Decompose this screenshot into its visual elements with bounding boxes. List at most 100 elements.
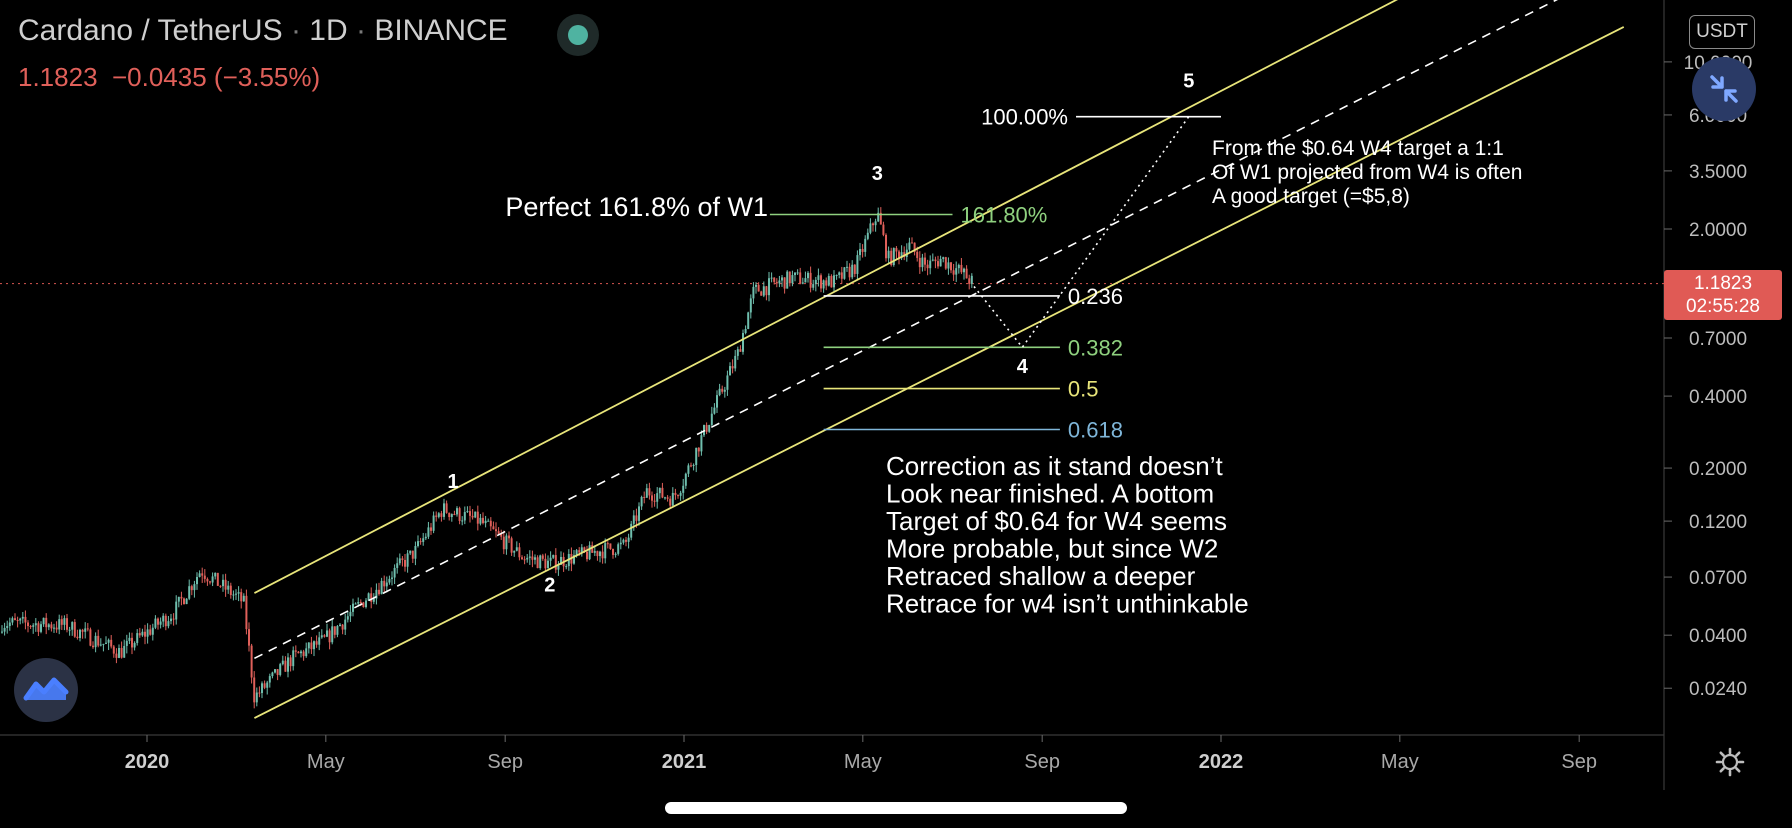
candle-body bbox=[120, 647, 123, 658]
candle-body bbox=[105, 642, 108, 644]
candle-body bbox=[401, 558, 404, 560]
candle-body bbox=[372, 598, 375, 602]
candle-body bbox=[34, 623, 37, 626]
collapse-button[interactable] bbox=[1692, 57, 1756, 121]
candle-body bbox=[138, 633, 141, 636]
candle-body bbox=[458, 508, 461, 521]
candle-body bbox=[726, 375, 729, 390]
candle-body bbox=[170, 618, 173, 622]
candle-body bbox=[339, 624, 342, 627]
tradingview-logo-button[interactable] bbox=[14, 658, 78, 722]
candle-body bbox=[838, 272, 841, 275]
candle-body bbox=[661, 487, 664, 498]
candle-body bbox=[593, 551, 596, 553]
candle-body bbox=[586, 551, 589, 560]
candle-body bbox=[846, 266, 849, 268]
candle-body bbox=[573, 555, 576, 564]
candle-body bbox=[97, 635, 100, 646]
correction-annotation-line: Correction as it stand doesn’t bbox=[886, 451, 1224, 481]
candle-body bbox=[599, 551, 602, 557]
candle-body bbox=[63, 618, 66, 625]
candle-body bbox=[383, 580, 386, 587]
time-axis: 2020 May Sep 2021 May Sep 2022 May Sep bbox=[125, 735, 1597, 773]
candle-body bbox=[133, 642, 136, 648]
candle-body bbox=[900, 252, 903, 259]
candle-body bbox=[770, 277, 773, 279]
candle-body bbox=[266, 682, 269, 688]
collapse-icon bbox=[1710, 75, 1738, 103]
candle-body bbox=[193, 584, 196, 591]
candle-body bbox=[375, 589, 378, 599]
candle-body bbox=[86, 628, 89, 630]
candle-body bbox=[40, 624, 43, 632]
candle-body bbox=[890, 250, 893, 265]
candle-body bbox=[864, 238, 867, 252]
candle-body bbox=[320, 635, 323, 638]
candle-body bbox=[310, 642, 313, 650]
fib-level-label: 0.382 bbox=[1068, 335, 1123, 360]
candle-body bbox=[125, 640, 128, 646]
time-tick-label: Sep bbox=[1561, 751, 1597, 773]
candle-body bbox=[926, 264, 929, 269]
axis-lines bbox=[0, 0, 1665, 790]
candle-body bbox=[515, 547, 518, 551]
candle-body bbox=[898, 251, 901, 259]
candle-body bbox=[612, 548, 615, 555]
candle-body bbox=[448, 512, 451, 518]
candle-body bbox=[229, 585, 232, 596]
candle-body bbox=[523, 559, 526, 561]
candle-body bbox=[578, 550, 581, 553]
candle-body bbox=[843, 267, 846, 279]
price-tick-label: 0.7000 bbox=[1689, 329, 1747, 350]
candle-body bbox=[708, 424, 711, 432]
candle-body bbox=[825, 280, 828, 286]
home-indicator[interactable] bbox=[665, 802, 1127, 814]
candle-body bbox=[437, 513, 440, 517]
time-tick-label: Sep bbox=[1024, 751, 1060, 773]
time-tick-label: May bbox=[307, 751, 345, 773]
currency-button[interactable]: USDT bbox=[1689, 15, 1755, 49]
candle-body bbox=[765, 286, 768, 296]
candle-body bbox=[222, 579, 225, 587]
candle-body bbox=[729, 366, 732, 376]
candle-body bbox=[206, 578, 209, 582]
candle-body bbox=[131, 637, 134, 648]
candle-body bbox=[188, 586, 191, 599]
candle-body bbox=[227, 585, 230, 590]
candle-body bbox=[848, 266, 851, 278]
candle-body bbox=[367, 593, 370, 601]
candle-body bbox=[180, 596, 183, 599]
drawing-overlays bbox=[253, 0, 1625, 719]
candle-body bbox=[232, 594, 235, 596]
candle-body bbox=[190, 586, 193, 591]
tradingview-icon bbox=[23, 677, 69, 701]
time-tick-label: 2020 bbox=[125, 751, 170, 773]
candle-body bbox=[300, 651, 303, 654]
settings-gear-icon[interactable] bbox=[1714, 746, 1746, 778]
candle-body bbox=[185, 598, 188, 605]
target-annotation-line: From the $0.64 W4 target a 1:1 bbox=[1212, 137, 1504, 160]
price-tag-countdown: 02:55:28 bbox=[1686, 296, 1760, 317]
candle-body bbox=[695, 447, 698, 466]
candle-body bbox=[690, 465, 693, 467]
candle-body bbox=[950, 262, 953, 271]
candle-body bbox=[89, 629, 92, 646]
candle-body bbox=[263, 683, 266, 688]
candle-body bbox=[84, 628, 87, 632]
symbol-header[interactable]: Cardano / TetherUS · 1D · BINANCE bbox=[18, 14, 508, 48]
last-price: 1.1823 bbox=[18, 62, 98, 92]
price-change: −0.0435 (−3.55%) bbox=[111, 62, 321, 92]
candle-body bbox=[42, 617, 45, 625]
price-tick-label: 2.0000 bbox=[1689, 220, 1747, 241]
candle-body bbox=[895, 248, 898, 252]
candle-body bbox=[851, 264, 854, 278]
candle-body bbox=[635, 515, 638, 521]
candle-body bbox=[19, 618, 22, 621]
candle-body bbox=[136, 633, 139, 643]
price-tick-label: 3.5000 bbox=[1689, 162, 1747, 183]
candle-body bbox=[323, 635, 326, 637]
candle-body bbox=[931, 259, 934, 261]
candle-body bbox=[684, 473, 687, 486]
candle-body bbox=[778, 280, 781, 284]
